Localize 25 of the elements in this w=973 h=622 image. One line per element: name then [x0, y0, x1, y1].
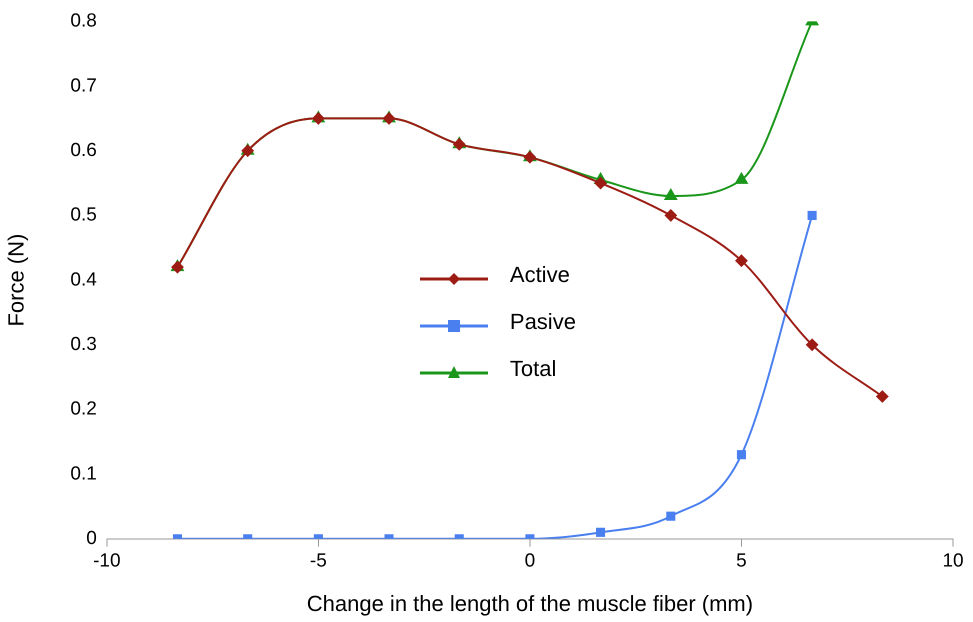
x-tick-label: 5 — [736, 550, 747, 572]
y-tick-label: 0.8 — [70, 10, 97, 32]
legend-label: Total — [510, 356, 556, 382]
x-axis-title: Change in the length of the muscle fiber (mm) — [306, 590, 754, 616]
y-tick-label: 0.7 — [70, 75, 97, 96]
y-tick-label: 0.1 — [70, 463, 97, 484]
x-tick-label: -10 — [93, 550, 121, 572]
point — [808, 210, 817, 220]
x-tick-label: 10 — [942, 550, 964, 572]
y-tick-label: 0.4 — [70, 269, 98, 290]
y-tick-label: 0.6 — [70, 140, 97, 161]
point — [594, 177, 607, 190]
point — [664, 189, 677, 200]
legend-label: Pasive — [510, 309, 576, 336]
point — [806, 338, 818, 351]
legend-label: Active — [510, 262, 570, 288]
point — [664, 209, 677, 222]
y-tick-label: 0.3 — [70, 334, 97, 356]
x-tick-label: 0 — [524, 550, 536, 572]
x-tick-label: -5 — [310, 550, 327, 572]
y-axis-title: Force (N) — [3, 234, 28, 327]
y-tick-label: 0.2 — [70, 398, 97, 420]
y-tick-label: 0.5 — [70, 204, 97, 226]
y-tick-label: 0 — [86, 528, 97, 550]
point — [735, 254, 748, 267]
